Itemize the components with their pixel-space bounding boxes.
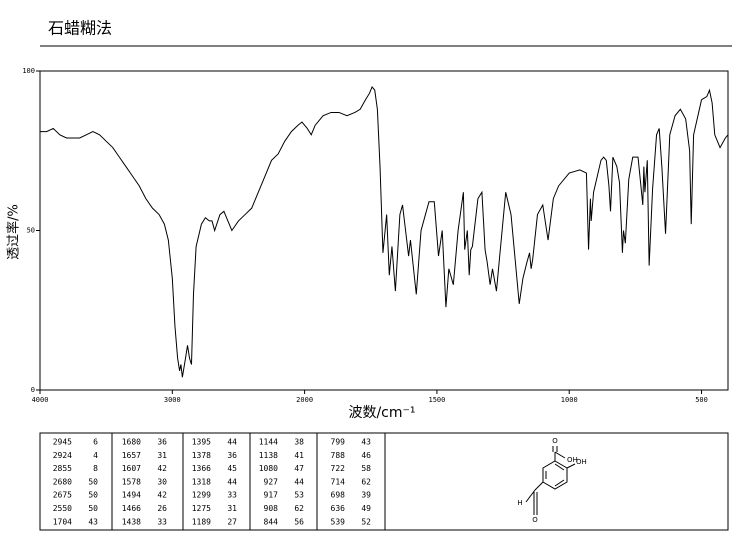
peak-transmittance: 46: [361, 451, 371, 460]
peak-transmittance: 43: [361, 438, 371, 447]
peak-transmittance: 56: [294, 517, 304, 526]
x-tick-label: 3000: [164, 396, 181, 404]
peak-transmittance: 39: [361, 491, 371, 500]
bond: [554, 451, 566, 459]
ring: [542, 460, 568, 490]
bond: [554, 463, 565, 471]
plot-frame: [39, 70, 729, 391]
structure: [525, 446, 576, 515]
peak-wavenumber: 788: [331, 451, 346, 460]
peak-transmittance: 52: [361, 517, 371, 526]
y-tick-label: 50: [27, 227, 35, 235]
peak-transmittance: 50: [88, 491, 98, 500]
peak-transmittance: 50: [88, 504, 98, 513]
peak-wavenumber: 917: [264, 491, 279, 500]
peak-wavenumber: 1466: [122, 504, 141, 513]
peak-transmittance: 41: [294, 451, 304, 460]
peak-wavenumber: 2945: [53, 438, 72, 447]
peak-wavenumber: 1189: [192, 517, 211, 526]
peak-wavenumber: 927: [264, 477, 279, 486]
peak-transmittance: 38: [294, 438, 304, 447]
x-tick-label: 2000: [296, 396, 313, 404]
peak-transmittance: 36: [157, 438, 167, 447]
peak-transmittance: 53: [294, 491, 304, 500]
peak-transmittance: 44: [294, 477, 304, 486]
peak-wavenumber: 2680: [53, 477, 72, 486]
peak-wavenumber: 2550: [53, 504, 72, 513]
peak-transmittance: 33: [227, 491, 237, 500]
bond: [554, 479, 565, 487]
x-tick-label: 500: [695, 396, 708, 404]
y-tick-label: 100: [22, 67, 35, 75]
peak-wavenumber: 1299: [192, 491, 211, 500]
atom-label: H: [517, 499, 522, 507]
peak-wavenumber: 1704: [53, 517, 72, 526]
peak-wavenumber: 636: [331, 504, 346, 513]
atom-label: O: [552, 437, 558, 445]
peak-wavenumber: 799: [331, 438, 346, 447]
peak-transmittance: 62: [294, 504, 304, 513]
peak-transmittance: 58: [361, 464, 371, 473]
peak-transmittance: 49: [361, 504, 371, 513]
peak-wavenumber: 722: [331, 464, 346, 473]
peak-wavenumber: 1318: [192, 477, 211, 486]
peak-wavenumber: 1438: [122, 517, 141, 526]
spectrum-line: [40, 85, 729, 378]
peak-wavenumber: 1657: [122, 451, 141, 460]
peak-wavenumber: 2924: [53, 451, 72, 460]
peak-transmittance: 44: [227, 477, 237, 486]
peak-wavenumber: 1080: [259, 464, 278, 473]
peak-wavenumber: 1144: [259, 438, 278, 447]
peak-transmittance: 62: [361, 477, 371, 486]
peak-wavenumber: 1378: [192, 451, 211, 460]
peak-wavenumber: 1680: [122, 438, 141, 447]
peak-transmittance: 42: [157, 464, 167, 473]
x-tick-label: 1500: [428, 396, 445, 404]
peak-wavenumber: 844: [264, 517, 279, 526]
x-tick-label: 1000: [561, 396, 578, 404]
peak-transmittance: 27: [227, 517, 237, 526]
peak-transmittance: 44: [227, 438, 237, 447]
peak-wavenumber: 1578: [122, 477, 141, 486]
peak-wavenumber: 1494: [122, 491, 141, 500]
atom-label: OH: [576, 458, 587, 466]
x-tick-label: 4000: [32, 396, 49, 404]
peak-transmittance: 26: [157, 504, 167, 513]
peak-wavenumber: 908: [264, 504, 279, 513]
peak-wavenumber: 698: [331, 491, 346, 500]
peak-transmittance: 33: [157, 517, 167, 526]
peak-wavenumber: 1275: [192, 504, 211, 513]
peak-wavenumber: 539: [331, 517, 346, 526]
atom-label: OH: [567, 456, 578, 464]
peak-transmittance: 42: [157, 491, 167, 500]
bond: [566, 463, 576, 469]
peak-transmittance: 30: [157, 477, 167, 486]
peak-wavenumber: 2675: [53, 491, 72, 500]
peak-transmittance: 31: [227, 504, 237, 513]
peak-wavenumber: 1138: [259, 451, 278, 460]
peak-wavenumber: 1395: [192, 438, 211, 447]
peak-wavenumber: 2855: [53, 464, 72, 473]
x-axis-label: 波数/cm⁻¹: [348, 405, 415, 421]
chart-title: 石蜡糊法: [48, 19, 112, 38]
y-tick-label: 0: [31, 386, 35, 394]
peak-transmittance: 6: [93, 438, 98, 447]
peak-transmittance: 8: [93, 464, 98, 473]
peak-transmittance: 36: [227, 451, 237, 460]
bond: [534, 481, 544, 491]
table-frame: [39, 432, 729, 531]
peak-transmittance: 31: [157, 451, 167, 460]
peak-wavenumber: 1366: [192, 464, 211, 473]
peak-transmittance: 4: [93, 451, 98, 460]
peak-wavenumber: 1607: [122, 464, 141, 473]
peak-wavenumber: 714: [331, 477, 346, 486]
y-axis-label: 透过率/%: [6, 204, 22, 260]
peak-transmittance: 43: [88, 517, 98, 526]
peak-transmittance: 45: [227, 464, 237, 473]
atom-label: O: [532, 516, 538, 524]
peak-transmittance: 47: [294, 464, 304, 473]
peak-transmittance: 50: [88, 477, 98, 486]
